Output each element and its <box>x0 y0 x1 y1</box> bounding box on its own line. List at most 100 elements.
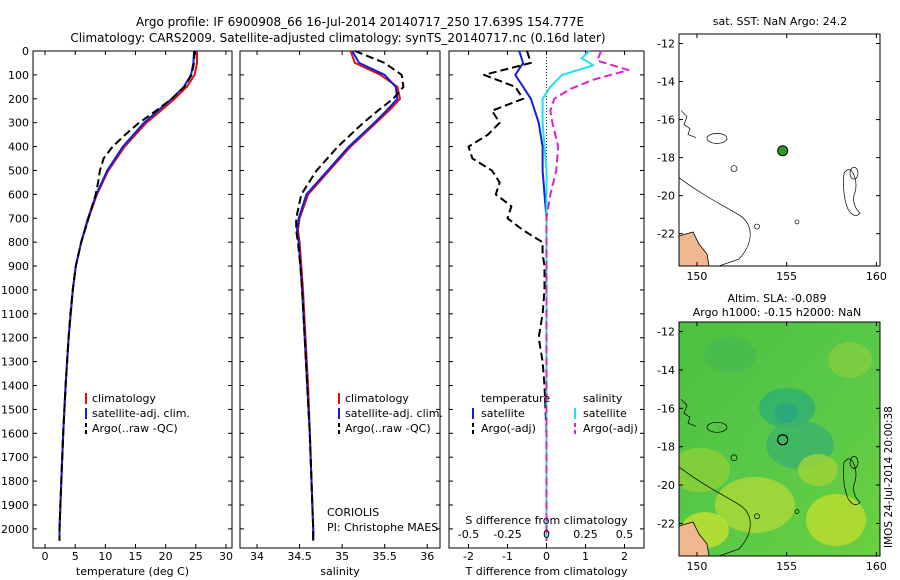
reef-outline <box>849 166 859 180</box>
legend-label: satellite <box>481 407 525 420</box>
depth-tick-label: 600 <box>8 188 29 201</box>
temperature-plot-frame <box>32 50 233 549</box>
sla-anomaly-patch <box>828 342 872 378</box>
pi-label: PI: Christophe MAES <box>327 521 438 534</box>
reef-outline <box>754 513 760 520</box>
depth-tick-label: 1700 <box>1 451 29 464</box>
depth-tick-label: 0 <box>22 45 29 58</box>
temperature-xtick-label: 15 <box>129 550 143 563</box>
sla_map-frame <box>678 321 881 557</box>
depth-tick-label: 300 <box>8 117 29 130</box>
depth-tick-label: 800 <box>8 236 29 249</box>
depth-tick-label: 100 <box>8 69 29 82</box>
difference-xtick-label: -1 <box>502 550 513 563</box>
depth-tick-label: 1300 <box>1 356 29 369</box>
temperature-xtick-label: 0 <box>42 550 49 563</box>
difference-series-s-argo <box>545 50 630 541</box>
difference-xtick-label: 0 <box>543 550 550 563</box>
legend-label: climatology <box>345 392 409 405</box>
sla-anomaly-patch <box>798 454 838 486</box>
sla-anomaly-patch <box>774 403 798 423</box>
float-position-marker <box>777 434 789 446</box>
difference-panel: -2 -1 0 1 2 T difference from climatology S di… <box>448 50 645 578</box>
figure-title-line1: Argo profile: IF 6900908_66 16-Jul-2014 … <box>136 15 584 29</box>
depth-tick-label: 400 <box>8 141 29 154</box>
depth-tick-label: 1200 <box>1 332 29 345</box>
depth-tick-label: 1900 <box>1 499 29 512</box>
imos-timestamp: IMOS 24-Jul-2014 20:00:38 <box>883 406 895 548</box>
reef-outline <box>843 169 861 216</box>
sla-anomaly-patch <box>704 337 756 373</box>
legend-label: Argo(..raw -QC) <box>92 422 178 435</box>
land-coastline <box>679 231 710 266</box>
sla_map-xtick-label: 155 <box>776 560 797 573</box>
reef-outline <box>730 454 738 462</box>
sla_map-xtick-label: 150 <box>686 560 707 573</box>
sst-map-panel: sat. SST: NaN Argo: 24.2 150 155 160 -12 -14 -… <box>657 15 887 283</box>
temperature-xtick-label: 5 <box>72 550 79 563</box>
temperature-xtick-label: 10 <box>98 550 112 563</box>
depth-tick-label: 1400 <box>1 380 29 393</box>
reef-outline <box>794 219 800 225</box>
reef-outline <box>843 458 861 505</box>
reef-outline <box>849 456 859 469</box>
difference-xtick-label: -2 <box>463 550 474 563</box>
reef-outline <box>754 223 760 230</box>
sla-anomaly-patch <box>715 477 795 533</box>
sla_map-ytick-label: -20 <box>657 479 675 492</box>
sst_map-ytick-label: -20 <box>657 190 675 203</box>
depth-tick-label: 900 <box>8 260 29 273</box>
depth-tick-label: 1800 <box>1 475 29 488</box>
salinity-xtick-label: 34.5 <box>287 550 312 563</box>
sla-anomaly-patch <box>679 448 730 492</box>
figure-title-line2: Climatology: CARS2009. Satellite-adjuste… <box>70 31 605 45</box>
salinity-xlabel: salinity <box>320 565 360 578</box>
bathymetry-contour <box>679 177 751 266</box>
temperature-xtick-label: 30 <box>219 550 233 563</box>
depth-tick-label: 1500 <box>1 403 29 416</box>
legend-label: Argo(..raw -QC) <box>345 422 431 435</box>
depth-tick-label: 500 <box>8 164 29 177</box>
sla_map-ytick-label: -12 <box>657 326 675 339</box>
sla-map-title-line1: Altim. SLA: -0.089 <box>727 292 826 305</box>
sst_map-ytick-label: -22 <box>657 228 675 241</box>
sst_map-xtick-label: 160 <box>866 270 887 283</box>
legend-label: climatology <box>92 392 156 405</box>
reef-outline <box>706 133 728 144</box>
legend-salinity-title: salinity <box>583 392 623 405</box>
difference-xlabel: T difference from climatology <box>465 565 628 578</box>
difference-top-tick-label: 0.5 <box>616 528 634 541</box>
temperature-xtick-label: 20 <box>159 550 173 563</box>
sst_map-xtick-label: 155 <box>776 270 797 283</box>
salinity-xtick-label: 35.5 <box>372 550 397 563</box>
temperature-panel: 0100200300400500600700800900100011001200… <box>1 45 233 578</box>
sla_map-ytick-label: -22 <box>657 517 675 530</box>
temperature-xtick-label: 25 <box>189 550 203 563</box>
difference-top-tick-label: 0 <box>543 528 550 541</box>
difference-top-xlabel: S difference from climatology <box>465 514 628 527</box>
difference-xtick-label: 1 <box>582 550 589 563</box>
reef-outline <box>730 165 738 172</box>
sst_map-xtick-label: 150 <box>686 270 707 283</box>
legend-temperature-title: temperature <box>481 392 550 405</box>
depth-tick-label: 2000 <box>1 523 29 536</box>
sst_map-frame <box>678 33 881 267</box>
difference-top-tick-label: -0.25 <box>493 528 521 541</box>
sla_map-ytick-label: -16 <box>657 402 675 415</box>
sst_map-map-content <box>679 110 861 266</box>
sla-anomaly-patch <box>806 494 866 546</box>
legend-label: Argo(-adj) <box>481 422 536 435</box>
sst_map-ytick-label: -18 <box>657 152 675 165</box>
sst-map-title: sat. SST: NaN Argo: 24.2 <box>713 15 847 28</box>
salinity-xtick-label: 36 <box>420 550 434 563</box>
sla_map-ytick-label: -18 <box>657 441 675 454</box>
sla-map-title-line2: Argo h1000: -0.15 h2000: NaN <box>693 306 862 319</box>
depth-tick-label: 200 <box>8 93 29 106</box>
salinity-xtick-label: 35 <box>335 550 349 563</box>
difference-xtick-label: 2 <box>621 550 628 563</box>
depth-tick-label: 1600 <box>1 427 29 440</box>
depth-tick-label: 1100 <box>1 308 29 321</box>
salinity-plot-frame <box>239 50 441 549</box>
